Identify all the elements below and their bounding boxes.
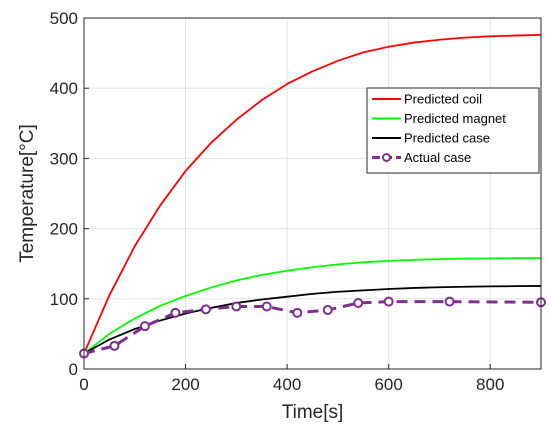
data-point	[231, 301, 242, 312]
data-point	[292, 307, 303, 318]
data-point	[170, 307, 181, 318]
y-tick-label: 0	[69, 360, 78, 379]
legend-marker	[382, 153, 391, 162]
series-line	[83, 33, 542, 354]
x-tick-label: 200	[171, 375, 199, 394]
legend: Predicted coil Predicted magnet Predicted …	[366, 87, 540, 174]
x-tick-label: 800	[476, 375, 504, 394]
y-axis-label: Temperature[°C]	[17, 124, 38, 263]
data-point	[109, 340, 120, 351]
series-2	[83, 257, 542, 355]
axes-box	[83, 17, 542, 370]
x-tick-label: 0	[79, 375, 88, 394]
legend-item: Actual case	[372, 150, 471, 165]
legend-item: Predicted coil	[372, 92, 482, 107]
x-tick-label: 600	[374, 375, 402, 394]
legend-label: Predicted coil	[404, 92, 482, 107]
y-tick-label: 100	[50, 290, 78, 309]
data-point	[322, 305, 333, 316]
data-point	[261, 301, 272, 312]
x-axis-label: Time[s]	[282, 402, 344, 423]
data-point	[444, 296, 455, 307]
legend-label: Actual case	[404, 150, 471, 165]
data-point	[353, 298, 364, 309]
series-3	[83, 285, 542, 355]
legend-box	[366, 87, 540, 174]
series-line	[83, 285, 542, 355]
y-tick-label: 400	[50, 79, 78, 98]
data-point	[200, 304, 211, 315]
y-axis: 0 100 200 300 400 500	[50, 9, 89, 379]
x-axis: 0 200 400 600 800	[79, 364, 504, 394]
y-tick-label: 200	[50, 220, 78, 239]
data-point	[139, 321, 150, 332]
data-point	[383, 296, 394, 307]
series-line	[83, 257, 542, 355]
legend-label: Predicted case	[404, 131, 490, 146]
series-1	[83, 33, 542, 354]
y-tick-label: 500	[50, 9, 78, 28]
legend-item: Predicted case	[372, 131, 490, 146]
legend-label: Predicted magnet	[404, 111, 506, 126]
x-tick-label: 400	[273, 375, 301, 394]
y-tick-label: 300	[50, 149, 78, 168]
legend-item: Predicted magnet	[372, 111, 506, 126]
